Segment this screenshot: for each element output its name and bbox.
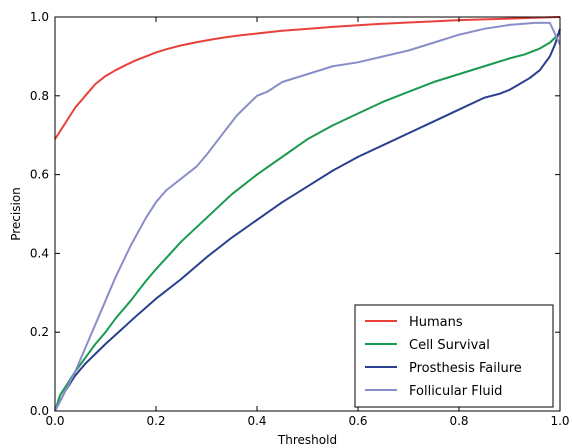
x-tick-label: 0.4: [247, 414, 266, 428]
axis-ticks: 0.0 0.2 0.4 0.6 0.8 1.0 0.0 0.2 0.4 0.6 0.8 1.0: [30, 10, 570, 428]
x-tick-label: 1.0: [550, 414, 569, 428]
y-tick-label: 0.4: [30, 246, 49, 260]
series-line-humans: [54, 16, 561, 140]
legend: Humans Cell Survival Prosthesis Failure Fol…: [354, 304, 554, 408]
y-tick-label: 0.8: [30, 89, 49, 103]
y-tick-label: 0.2: [30, 325, 49, 339]
series-line-prosthesis-failure: [54, 28, 561, 412]
plot-frame: [54, 16, 561, 412]
legend-label-humans: Humans: [409, 315, 463, 330]
y-axis-title: Precision: [9, 187, 23, 241]
x-tick-label: 0.8: [449, 414, 468, 428]
y-tick-label: 0.0: [30, 404, 49, 418]
series-lines: [54, 16, 561, 412]
y-tick-label: 1.0: [30, 10, 49, 24]
x-axis-title: Threshold: [277, 433, 337, 447]
x-tick-label: 0.0: [45, 414, 64, 428]
series-line-cell-survival: [54, 32, 561, 412]
x-tick-label: 0.6: [348, 414, 367, 428]
y-tick-label: 0.6: [30, 168, 49, 182]
series-line-follicular-fluid: [54, 21, 561, 412]
x-tick-label: 0.2: [146, 414, 165, 428]
legend-label-follicular-fluid: Follicular Fluid: [409, 384, 502, 399]
legend-label-prosthesis-failure: Prosthesis Failure: [409, 361, 522, 376]
legend-label-cell-survival: Cell Survival: [409, 338, 490, 353]
